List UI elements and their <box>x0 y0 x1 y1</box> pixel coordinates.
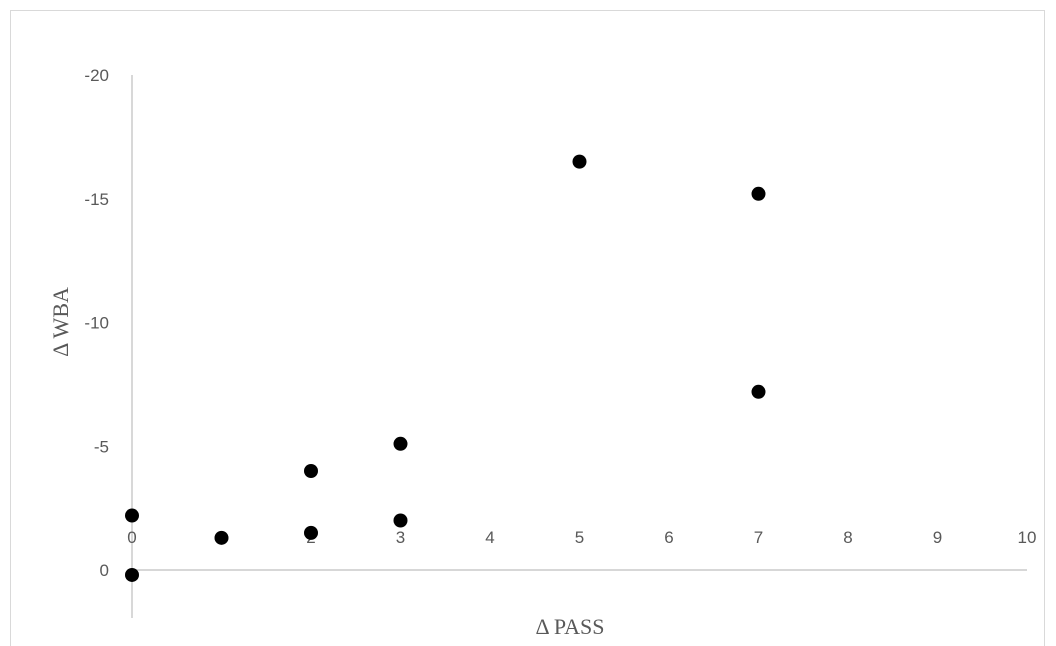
y-tick-label: -10 <box>84 314 109 333</box>
y-tick-label: -5 <box>94 437 109 456</box>
x-tick-label: 6 <box>664 528 673 547</box>
y-tick-label: 0 <box>100 561 109 580</box>
data-points <box>125 154 766 582</box>
x-tick-label: 8 <box>843 528 852 547</box>
data-point <box>393 513 408 528</box>
x-tick-labels: 012345678910 <box>127 528 1036 547</box>
x-tick-label: 0 <box>127 528 136 547</box>
data-point <box>125 508 139 523</box>
data-point <box>214 530 229 545</box>
x-tick-label: 5 <box>575 528 584 547</box>
data-point <box>751 384 766 399</box>
data-point <box>304 464 318 478</box>
data-point <box>572 154 587 169</box>
data-point <box>751 186 766 201</box>
y-tick-label: -20 <box>84 66 109 85</box>
chart-area <box>10 10 1045 646</box>
y-axis-title: Δ WBA <box>48 287 73 357</box>
x-axis-title: Δ PASS <box>535 614 604 639</box>
y-tick-label: -15 <box>84 190 109 209</box>
y-tick-labels: 0 -5 -10 -15 -20 <box>84 66 109 580</box>
data-point <box>125 567 139 582</box>
data-point <box>393 436 408 451</box>
x-tick-label: 4 <box>485 528 494 547</box>
x-tick-label: 3 <box>396 528 405 547</box>
data-point <box>304 525 318 540</box>
x-tick-label: 9 <box>933 528 942 547</box>
x-tick-label: 10 <box>1018 528 1037 547</box>
x-tick-label: 7 <box>754 528 763 547</box>
